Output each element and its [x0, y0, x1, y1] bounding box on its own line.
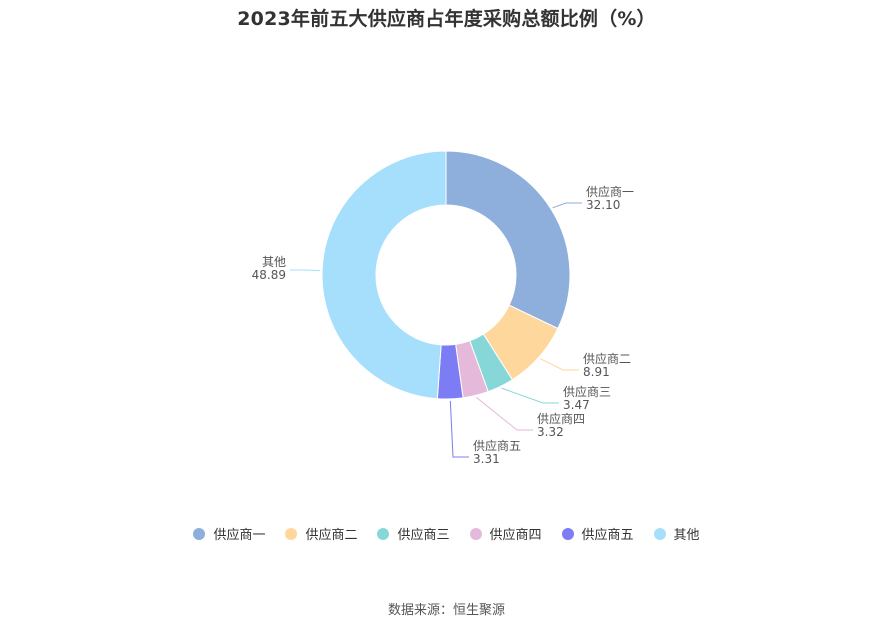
- legend-item-supplier-4[interactable]: 供应商四: [469, 524, 542, 543]
- leader-line-others: [290, 269, 321, 272]
- slice-label-supplier-1: 供应商一: [586, 184, 634, 199]
- slice-value-supplier-2: 8.91: [583, 365, 610, 379]
- leader-line-supplier-3: [501, 387, 559, 404]
- legend-marker-icon: [377, 527, 390, 540]
- slice-label-supplier-3: 供应商三: [563, 384, 611, 399]
- legend-label: 其他: [673, 528, 700, 543]
- slice-value-supplier-1: 32.10: [586, 198, 620, 212]
- slice-others[interactable]: [321, 150, 447, 400]
- legend-marker-icon: [561, 527, 574, 540]
- legend-item-supplier-5[interactable]: 供应商五: [561, 524, 634, 543]
- slice-label-supplier-5: 供应商五: [473, 438, 521, 453]
- slice-value-supplier-5: 3.31: [473, 452, 500, 466]
- slice-label-supplier-2: 供应商二: [583, 351, 631, 366]
- legend-item-supplier-2[interactable]: 供应商二: [285, 524, 357, 543]
- legend-marker-icon: [653, 527, 666, 540]
- legend: 供应商一 供应商二 供应商三 供应商四 供应商五 其他: [0, 524, 893, 543]
- chart-title: 2023年前五大供应商占年度采购总额比例（%）: [237, 8, 656, 30]
- legend-item-supplier-3[interactable]: 供应商三: [377, 524, 450, 543]
- slice-value-others: 48.89: [252, 268, 286, 282]
- legend-marker-icon: [469, 527, 482, 540]
- leader-line-supplier-2: [540, 358, 579, 371]
- slice-value-supplier-4: 3.32: [537, 425, 564, 439]
- leader-line-supplier-4: [475, 396, 533, 431]
- legend-label: 供应商五: [581, 528, 634, 543]
- legend-label: 供应商三: [397, 528, 450, 543]
- slice-supplier-1[interactable]: [445, 150, 571, 330]
- slice-label-others: 其他: [262, 255, 286, 269]
- leader-line-supplier-1: [552, 202, 582, 209]
- legend-item-supplier-1[interactable]: 供应商一: [193, 524, 265, 543]
- slice-value-supplier-3: 3.47: [563, 398, 590, 412]
- legend-item-others[interactable]: 其他: [653, 524, 700, 543]
- slice-label-supplier-4: 供应商四: [537, 411, 585, 426]
- data-source: 数据来源：恒生聚源: [387, 603, 505, 618]
- legend-label: 供应商四: [489, 528, 542, 543]
- legend-label: 供应商一: [213, 528, 266, 543]
- legend-marker-icon: [193, 527, 206, 540]
- legend-marker-icon: [285, 527, 298, 540]
- leader-line-supplier-5: [449, 400, 469, 458]
- legend-label: 供应商二: [305, 528, 358, 543]
